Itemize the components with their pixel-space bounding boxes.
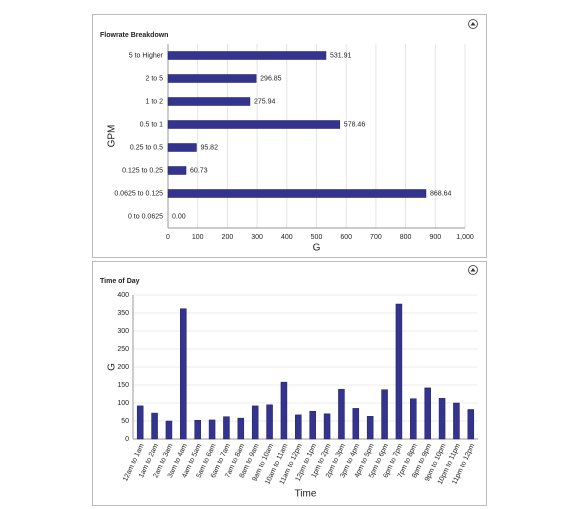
x-tick-label: 600 [340,234,352,241]
y-tick-label: 400 [117,292,129,299]
bar [266,404,273,440]
bar [251,405,259,440]
y-tick-label: 2 to 5 [145,75,163,82]
bar [395,303,403,440]
y-tick-label: 350 [117,310,129,317]
bar [237,417,245,440]
bar [352,408,360,440]
bar [366,416,374,440]
data-label: 296.85 [260,75,282,82]
y-tick-label: 100 [117,400,129,407]
y-tick-label: 150 [117,382,129,389]
y-tick-label: 250 [117,346,129,353]
bar [381,389,388,440]
x-tick-label: 0 [166,234,170,241]
bar [165,420,173,440]
x-tick-label: 800 [400,234,412,241]
bar [136,405,144,440]
collapse-button[interactable] [468,265,478,275]
x-axis-title: Time [295,489,317,500]
collapse-button[interactable] [468,19,478,29]
bar [167,166,187,175]
y-tick-label: 5 to Higher [129,52,164,59]
panel [92,14,487,258]
bar [167,143,197,152]
bar [467,409,475,440]
chart-title: Time of Day [100,278,140,285]
bar [167,74,257,83]
y-tick-label: 0.5 to 1 [140,121,163,128]
x-axis-title: G [313,243,321,254]
x-tick-label: 700 [370,234,382,241]
bar [453,402,460,440]
x-tick-label: 1,000 [456,234,474,241]
chart-title: Flowrate Breakdown [100,32,168,39]
bar [323,413,331,440]
bar [167,120,341,129]
data-label: 275.94 [254,98,276,105]
bar [309,411,316,440]
data-label: 0.00 [172,213,186,220]
data-label: 868.64 [430,190,452,197]
y-tick-label: 300 [117,328,129,335]
panel [92,261,487,506]
y-axis-title: GPM [107,125,118,148]
y-tick-label: 50 [121,418,129,425]
bar [410,398,417,440]
bar [338,389,345,440]
bar [208,419,216,440]
y-axis-title: G [107,363,118,371]
x-tick-label: 900 [429,234,441,241]
bar [167,97,251,106]
bar [424,387,431,440]
x-tick-label: 300 [251,234,263,241]
x-tick-label: 200 [222,234,234,241]
button-arrow[interactable] [470,268,476,272]
x-tick-label: 100 [192,234,204,241]
bar [295,414,302,440]
y-tick-label: 0.0625 to 0.125 [114,190,163,197]
bar [223,416,230,440]
data-label: 531.91 [330,52,352,59]
bar [151,412,158,440]
y-tick-label: 0 to 0.0625 [128,213,163,220]
bar [167,51,327,60]
bar [194,420,201,440]
y-tick-label: 0.125 to 0.25 [122,167,163,174]
button-arrow[interactable] [470,22,476,26]
y-tick-label: 0 [125,436,129,443]
bar [180,308,187,440]
x-tick-label: 500 [311,234,323,241]
data-label: 60.73 [190,167,208,174]
x-tick-label: 400 [281,234,293,241]
y-tick-label: 200 [117,364,129,371]
bar [280,381,288,440]
data-label: 578.46 [344,121,366,128]
data-label: 95.82 [200,144,218,151]
bar [438,398,446,440]
bar [167,189,427,198]
y-tick-label: 0.25 to 0.5 [130,144,163,151]
y-tick-label: 1 to 2 [145,98,163,105]
